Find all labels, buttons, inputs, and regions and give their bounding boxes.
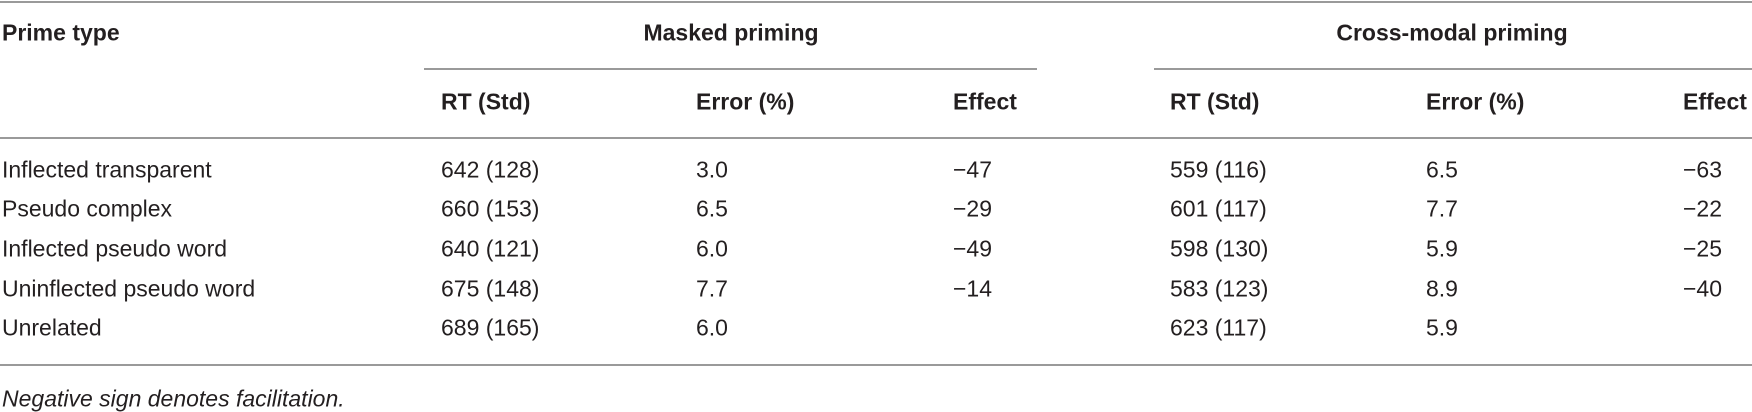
cell: −63 [1683,156,1723,183]
row-label: Pseudo complex [2,195,173,222]
column-header: Error (%) [1426,88,1525,115]
cell: 660 (153) [441,195,540,222]
cell: −49 [953,235,993,262]
cell: 559 (116) [1170,156,1267,183]
row-label: Inflected transparent [2,156,212,183]
group-rule [424,68,1037,70]
cell: −40 [1683,275,1723,302]
cell: −25 [1683,235,1723,262]
cell: 6.5 [696,195,728,222]
column-header: RT (Std) [1170,88,1260,115]
group-rule [1154,68,1752,70]
cell: 3.0 [696,156,728,183]
cell: −47 [953,156,993,183]
cell: 5.9 [1426,235,1458,262]
row-label: Inflected pseudo word [2,235,228,262]
cell: 6.5 [1426,156,1458,183]
cell: −29 [953,195,993,222]
cell: 5.9 [1426,314,1458,341]
row-label: Unrelated [2,314,102,341]
cell: 6.0 [696,235,728,262]
column-header: Effect [953,88,1017,115]
row-label: Uninflected pseudo word [2,275,256,302]
cell: 6.0 [696,314,728,341]
cell: 7.7 [1426,195,1458,222]
cell: 601 (117) [1170,195,1267,222]
cell: 623 (117) [1170,314,1267,341]
bottom-rule [0,364,1752,366]
column-header: Error (%) [696,88,795,115]
cell: 642 (128) [441,156,540,183]
cell: 640 (121) [441,235,540,262]
footnote: Negative sign denotes facilitation. [2,385,345,412]
group-header: Masked priming [643,19,819,46]
group-header: Cross-modal priming [1336,19,1568,46]
cell: 7.7 [696,275,728,302]
header-rule [0,137,1752,139]
column-header: RT (Std) [441,88,531,115]
cell: −14 [953,275,993,302]
top-rule [0,1,1752,3]
cell: 8.9 [1426,275,1458,302]
cell: 583 (123) [1170,275,1269,302]
column-header: Effect [1683,88,1747,115]
cell: 675 (148) [441,275,540,302]
cell: 689 (165) [441,314,540,341]
cell: 598 (130) [1170,235,1269,262]
cell: −22 [1683,195,1723,222]
column-header: Prime type [2,19,120,46]
